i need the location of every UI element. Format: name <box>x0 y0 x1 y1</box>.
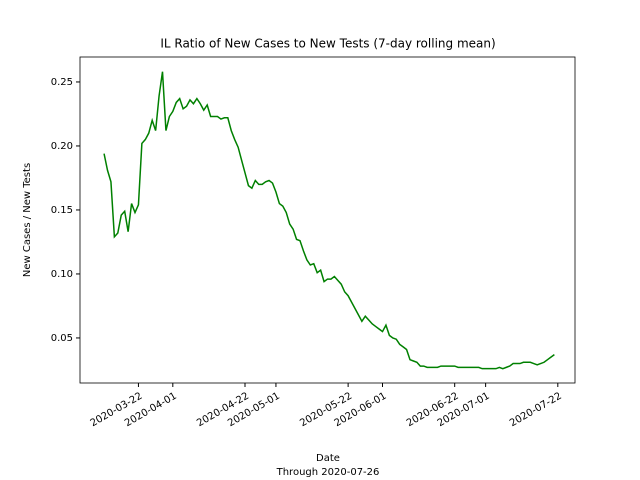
chart-title: IL Ratio of New Cases to New Tests (7-da… <box>160 37 495 51</box>
x-axis-label: Date <box>316 453 340 464</box>
y-tick-label: 0.25 <box>51 77 73 88</box>
y-tick-label: 0.15 <box>51 205 73 216</box>
y-tick-label: 0.20 <box>51 141 73 152</box>
y-axis-label: New Cases / New Tests <box>22 163 33 277</box>
data-line <box>103 71 555 370</box>
axes-frame <box>79 56 576 384</box>
x-tick-label: 2020-07-22 <box>508 391 564 430</box>
y-tick-label: 0.10 <box>51 269 73 280</box>
x-axis-sublabel: Through 2020-07-26 <box>276 467 380 478</box>
y-tick-label: 0.05 <box>51 333 73 344</box>
